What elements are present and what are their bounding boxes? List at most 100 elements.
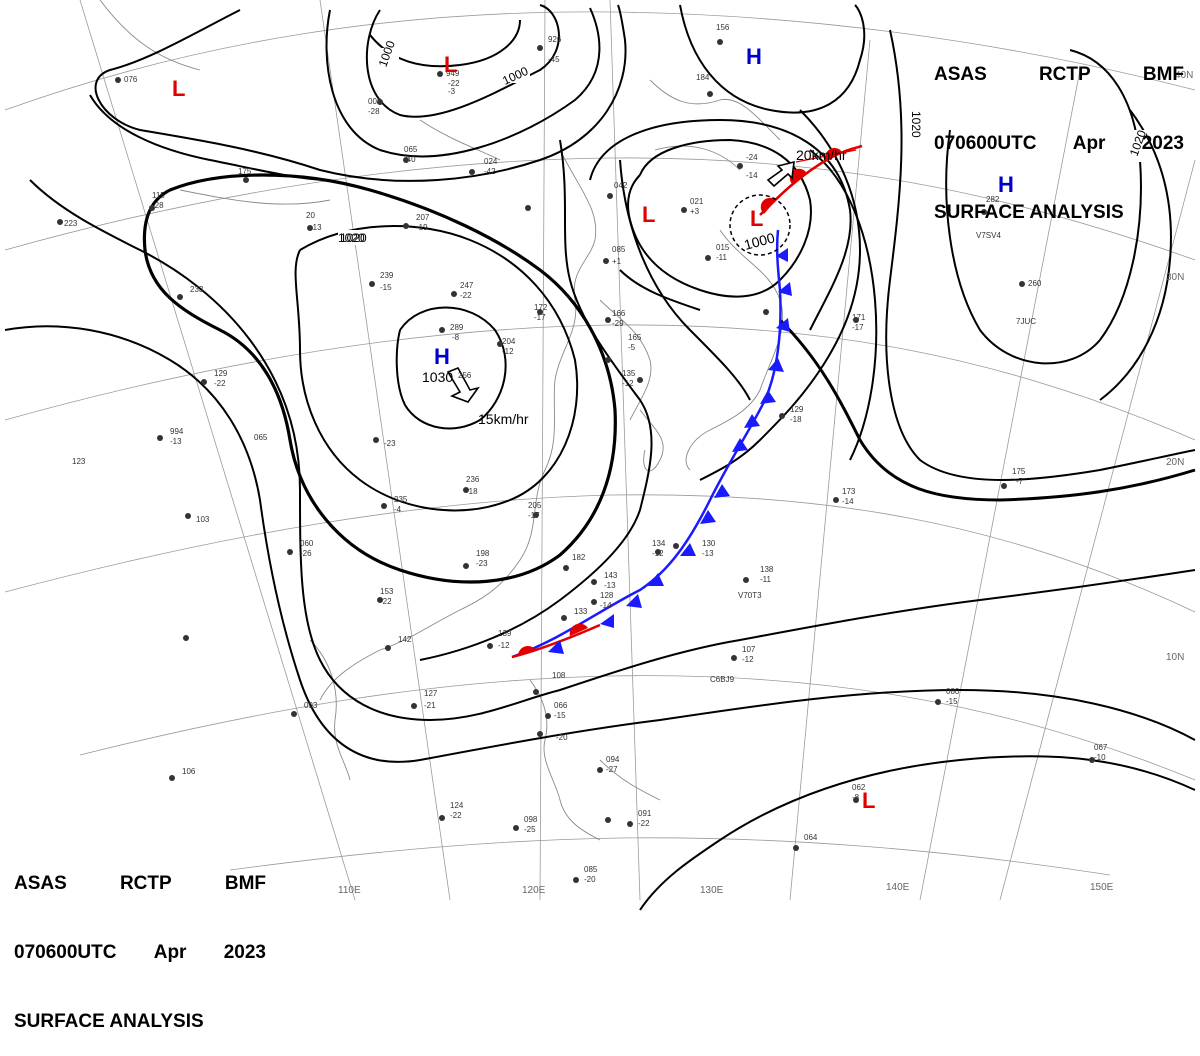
station-value: 994 bbox=[170, 427, 184, 436]
station-value: 060 bbox=[300, 539, 314, 548]
isobar-line bbox=[809, 149, 878, 461]
station-value: -24 bbox=[746, 153, 758, 162]
center-pressure-label: 1000 bbox=[742, 229, 776, 253]
header-product-code: BMF bbox=[1142, 64, 1184, 85]
station-value: 236 bbox=[466, 475, 480, 484]
isobar-line bbox=[885, 29, 1196, 481]
station-value: 015 bbox=[716, 243, 730, 252]
station-value: 207 bbox=[416, 213, 430, 222]
station-value: -3 bbox=[448, 87, 456, 96]
station-value: 124 bbox=[450, 801, 464, 810]
movement-arrow-icon bbox=[766, 160, 795, 188]
isobar-line bbox=[699, 109, 862, 481]
header-title: SURFACE ANALYSIS bbox=[14, 1011, 204, 1032]
station-value: -26 bbox=[300, 549, 312, 558]
station-value: 20 bbox=[306, 211, 315, 220]
station-value: -28 bbox=[368, 107, 380, 116]
station-value: 107 bbox=[742, 645, 756, 654]
station-value: -29 bbox=[612, 319, 624, 328]
graticule bbox=[4, 0, 1196, 901]
station-value: -14 bbox=[600, 601, 612, 610]
station-value: 115 bbox=[152, 191, 165, 200]
movement-speed-label: 15km/hr bbox=[478, 411, 529, 427]
station-value: -42 bbox=[484, 167, 496, 176]
station-value: 223 bbox=[64, 219, 78, 228]
station-value: -40 bbox=[404, 155, 416, 164]
header-product-code: BMF bbox=[224, 873, 266, 894]
station-value: 085 bbox=[612, 245, 626, 254]
station-value: 076 bbox=[124, 75, 138, 84]
station-value: 289 bbox=[450, 323, 464, 332]
station-value: 108 bbox=[552, 671, 566, 680]
header-station-code: RCTP bbox=[119, 873, 172, 894]
station-value: -12 bbox=[498, 641, 510, 650]
station-value: -18 bbox=[466, 487, 478, 496]
station-value: -22 bbox=[638, 819, 650, 828]
station-value: 156 bbox=[716, 23, 730, 32]
low-pressure-symbol: L bbox=[750, 206, 763, 231]
isobar-line bbox=[619, 269, 701, 311]
station-value: 066 bbox=[554, 701, 568, 710]
station-value: 093 bbox=[304, 701, 318, 710]
station-value: 184 bbox=[696, 73, 710, 82]
isobar-line bbox=[639, 755, 1196, 911]
station-value: -14 bbox=[842, 497, 854, 506]
station-value: 7JUC bbox=[1016, 317, 1036, 326]
station-value: 235 bbox=[394, 495, 408, 504]
isobar-line bbox=[589, 118, 852, 331]
isobar-line bbox=[325, 7, 601, 158]
station-value: -15 bbox=[946, 697, 958, 706]
station-value: 106 bbox=[182, 767, 196, 776]
station-value: C6BJ9 bbox=[710, 675, 735, 684]
station-value: 127 bbox=[424, 689, 438, 698]
station-value: 182 bbox=[572, 553, 586, 562]
station-value: 094 bbox=[606, 755, 620, 764]
lat-label: 30N bbox=[1166, 272, 1184, 283]
station-value: -8 bbox=[852, 793, 860, 802]
isobar-line bbox=[679, 4, 866, 114]
station-value: -17 bbox=[852, 323, 864, 332]
header-year: 2023 bbox=[223, 942, 266, 963]
lat-label: 20N bbox=[1166, 457, 1184, 468]
isobar-line bbox=[365, 4, 560, 118]
station-value: 282 bbox=[986, 195, 1000, 204]
lon-label: 110E bbox=[338, 885, 361, 896]
station-value: 067 bbox=[1094, 743, 1108, 752]
station-value: -12 bbox=[622, 379, 634, 388]
lon-label: 150E bbox=[1090, 882, 1114, 893]
station-value: 204 bbox=[502, 337, 516, 346]
station-value: 172 bbox=[534, 303, 548, 312]
station-value: 135 bbox=[622, 369, 636, 378]
station-value: -23 bbox=[384, 439, 396, 448]
station-value: 130 bbox=[702, 539, 716, 548]
isobar-line bbox=[1099, 109, 1172, 401]
station-value: -22 bbox=[450, 811, 462, 820]
isobar-line bbox=[778, 318, 1196, 502]
station-value: 091 bbox=[638, 809, 652, 818]
station-value: -4 bbox=[394, 505, 402, 514]
coastlines bbox=[99, 0, 784, 841]
station-value: 233 bbox=[190, 285, 204, 294]
station-value: 260 bbox=[1028, 279, 1042, 288]
station-value: -25 bbox=[524, 825, 536, 834]
station-value: -14 bbox=[746, 171, 758, 180]
station-value: 171 bbox=[852, 313, 866, 322]
header-month: Apr bbox=[1072, 133, 1106, 154]
station-value: +3 bbox=[690, 207, 700, 216]
station-value: 021 bbox=[690, 197, 704, 206]
station-value: 139 bbox=[498, 629, 512, 638]
weather-map: 1000 1000 1020 1020 1020 bbox=[4, 0, 1196, 911]
station-value: -20 bbox=[584, 875, 596, 884]
station-value: -13 bbox=[310, 223, 322, 232]
header-month: Apr bbox=[153, 942, 187, 963]
cold-front-barbs bbox=[548, 248, 792, 654]
station-value: 085 bbox=[584, 865, 598, 874]
header-top-right: ASAS RCTP BMF 070600UTC Apr 2023 SURFACE… bbox=[934, 17, 1184, 247]
pressure-system-symbols: L L L L L H H H 1030 1000 15km/hr 20km/h… bbox=[172, 44, 1014, 813]
station-value: -19 bbox=[416, 223, 428, 232]
low-pressure-symbol: L bbox=[862, 788, 875, 813]
station-value: -21 bbox=[424, 701, 436, 710]
station-value: -12 bbox=[652, 549, 664, 558]
station-value: 926 bbox=[548, 35, 562, 44]
station-value: -13 bbox=[170, 437, 182, 446]
